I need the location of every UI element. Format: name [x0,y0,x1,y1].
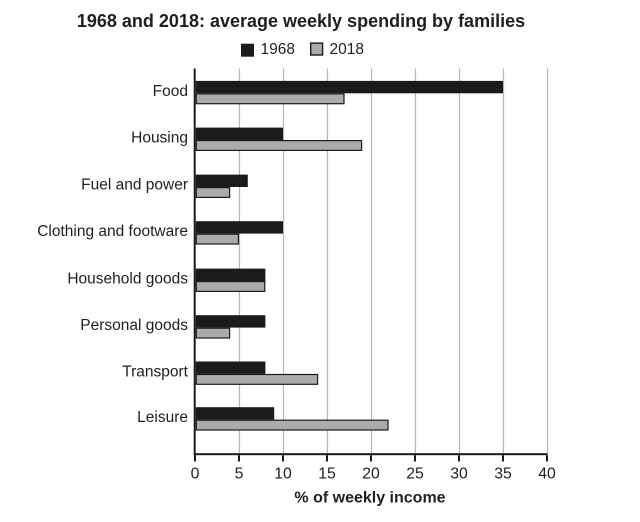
svg-text:25: 25 [406,466,424,483]
svg-text:30: 30 [450,466,468,483]
svg-text:10: 10 [274,466,292,483]
svg-text:5: 5 [235,466,244,483]
svg-text:Fuel and power: Fuel and power [81,177,188,194]
svg-text:Household goods: Household goods [67,271,188,288]
svg-text:1968: 1968 [261,41,295,58]
svg-text:Housing: Housing [131,130,188,147]
svg-text:Food: Food [153,83,188,100]
svg-text:Leisure: Leisure [137,409,188,426]
svg-text:20: 20 [362,466,380,483]
svg-text:Transport: Transport [122,364,188,381]
svg-text:Personal goods: Personal goods [80,317,188,334]
svg-text:1968 and 2018: average weekly: 1968 and 2018: average weekly spending b… [77,11,525,31]
svg-text:2018: 2018 [330,41,364,58]
svg-text:0: 0 [191,466,200,483]
svg-text:40: 40 [538,466,556,483]
svg-text:15: 15 [318,466,336,483]
svg-text:% of weekly income: % of weekly income [294,489,445,506]
svg-text:Clothing and footware: Clothing and footware [37,223,188,240]
svg-text:35: 35 [494,466,512,483]
